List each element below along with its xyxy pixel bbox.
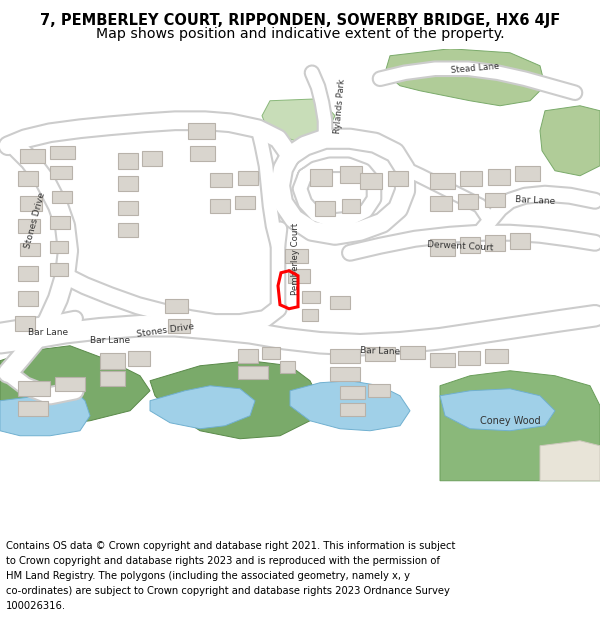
- Polygon shape: [368, 384, 390, 397]
- Polygon shape: [18, 381, 50, 396]
- Polygon shape: [100, 371, 125, 386]
- Polygon shape: [340, 386, 365, 399]
- Polygon shape: [118, 201, 138, 215]
- Polygon shape: [262, 99, 335, 141]
- Polygon shape: [0, 346, 150, 426]
- Polygon shape: [388, 171, 408, 186]
- Polygon shape: [400, 346, 425, 359]
- Polygon shape: [20, 149, 45, 162]
- Polygon shape: [18, 219, 40, 232]
- Text: co-ordinates) are subject to Crown copyright and database rights 2023 Ordnance S: co-ordinates) are subject to Crown copyr…: [6, 586, 450, 596]
- Text: Bar Lane: Bar Lane: [360, 346, 400, 356]
- Polygon shape: [430, 352, 455, 367]
- Text: Derwent Court: Derwent Court: [427, 239, 493, 252]
- Polygon shape: [262, 347, 280, 359]
- Polygon shape: [430, 196, 452, 211]
- Polygon shape: [430, 173, 455, 189]
- Text: HM Land Registry. The polygons (including the associated geometry, namely x, y: HM Land Registry. The polygons (includin…: [6, 571, 410, 581]
- Text: 100026316.: 100026316.: [6, 601, 66, 611]
- Polygon shape: [52, 191, 72, 202]
- Text: Stones Drive: Stones Drive: [23, 192, 47, 250]
- Polygon shape: [50, 146, 75, 159]
- Polygon shape: [20, 242, 40, 256]
- Polygon shape: [485, 235, 505, 251]
- Text: Map shows position and indicative extent of the property.: Map shows position and indicative extent…: [95, 27, 505, 41]
- Polygon shape: [340, 402, 365, 416]
- Polygon shape: [18, 401, 48, 416]
- Polygon shape: [365, 347, 395, 361]
- Polygon shape: [315, 201, 335, 216]
- Text: 7, PEMBERLEY COURT, RIPPONDEN, SOWERBY BRIDGE, HX6 4JF: 7, PEMBERLEY COURT, RIPPONDEN, SOWERBY B…: [40, 12, 560, 28]
- Polygon shape: [330, 349, 360, 362]
- Text: Stead Lane: Stead Lane: [451, 62, 500, 76]
- Polygon shape: [0, 391, 90, 436]
- Polygon shape: [235, 196, 255, 209]
- Polygon shape: [165, 299, 188, 312]
- Polygon shape: [118, 176, 138, 191]
- Polygon shape: [238, 366, 268, 379]
- Polygon shape: [302, 291, 320, 302]
- Text: Coney Wood: Coney Wood: [479, 416, 541, 426]
- Polygon shape: [168, 319, 190, 332]
- Polygon shape: [150, 386, 255, 429]
- Polygon shape: [430, 239, 455, 256]
- Polygon shape: [290, 381, 410, 431]
- Polygon shape: [458, 351, 480, 365]
- Polygon shape: [460, 237, 480, 252]
- Polygon shape: [340, 166, 362, 182]
- Polygon shape: [15, 316, 35, 331]
- Polygon shape: [360, 173, 382, 189]
- Text: Bar Lane: Bar Lane: [28, 328, 68, 338]
- Polygon shape: [210, 173, 232, 187]
- Polygon shape: [50, 166, 72, 179]
- Polygon shape: [302, 309, 318, 321]
- Polygon shape: [540, 441, 600, 481]
- Polygon shape: [18, 171, 38, 186]
- Polygon shape: [485, 192, 505, 207]
- Polygon shape: [50, 262, 68, 276]
- Text: Bar Lane: Bar Lane: [515, 195, 555, 206]
- Polygon shape: [385, 49, 545, 106]
- Polygon shape: [118, 222, 138, 237]
- Polygon shape: [50, 241, 68, 252]
- Polygon shape: [288, 269, 310, 282]
- Polygon shape: [238, 171, 258, 185]
- Polygon shape: [515, 166, 540, 181]
- Polygon shape: [18, 266, 38, 281]
- Polygon shape: [210, 199, 230, 212]
- Polygon shape: [330, 367, 360, 381]
- Text: Stones Drive: Stones Drive: [136, 322, 194, 339]
- Polygon shape: [460, 171, 482, 186]
- Polygon shape: [510, 232, 530, 249]
- Text: Bar Lane: Bar Lane: [90, 336, 130, 345]
- Polygon shape: [330, 296, 350, 309]
- Text: Contains OS data © Crown copyright and database right 2021. This information is : Contains OS data © Crown copyright and d…: [6, 541, 455, 551]
- Polygon shape: [238, 349, 258, 362]
- Polygon shape: [488, 169, 510, 185]
- Polygon shape: [20, 196, 42, 211]
- Text: Rylands Park: Rylands Park: [333, 78, 347, 134]
- Polygon shape: [440, 389, 555, 431]
- Polygon shape: [458, 194, 478, 209]
- Polygon shape: [280, 361, 295, 372]
- Polygon shape: [142, 151, 162, 166]
- Polygon shape: [190, 146, 215, 161]
- Polygon shape: [100, 352, 125, 369]
- Polygon shape: [485, 349, 508, 362]
- Polygon shape: [540, 106, 600, 176]
- Polygon shape: [342, 199, 360, 212]
- Polygon shape: [150, 361, 320, 439]
- Polygon shape: [310, 169, 332, 186]
- Polygon shape: [128, 351, 150, 366]
- Polygon shape: [285, 249, 308, 262]
- Polygon shape: [18, 291, 38, 306]
- Polygon shape: [118, 152, 138, 169]
- Polygon shape: [440, 371, 600, 481]
- Text: Pemberley Court: Pemberley Court: [290, 222, 299, 295]
- Polygon shape: [50, 216, 70, 229]
- Polygon shape: [188, 122, 215, 139]
- Polygon shape: [55, 377, 85, 391]
- Text: to Crown copyright and database rights 2023 and is reproduced with the permissio: to Crown copyright and database rights 2…: [6, 556, 440, 566]
